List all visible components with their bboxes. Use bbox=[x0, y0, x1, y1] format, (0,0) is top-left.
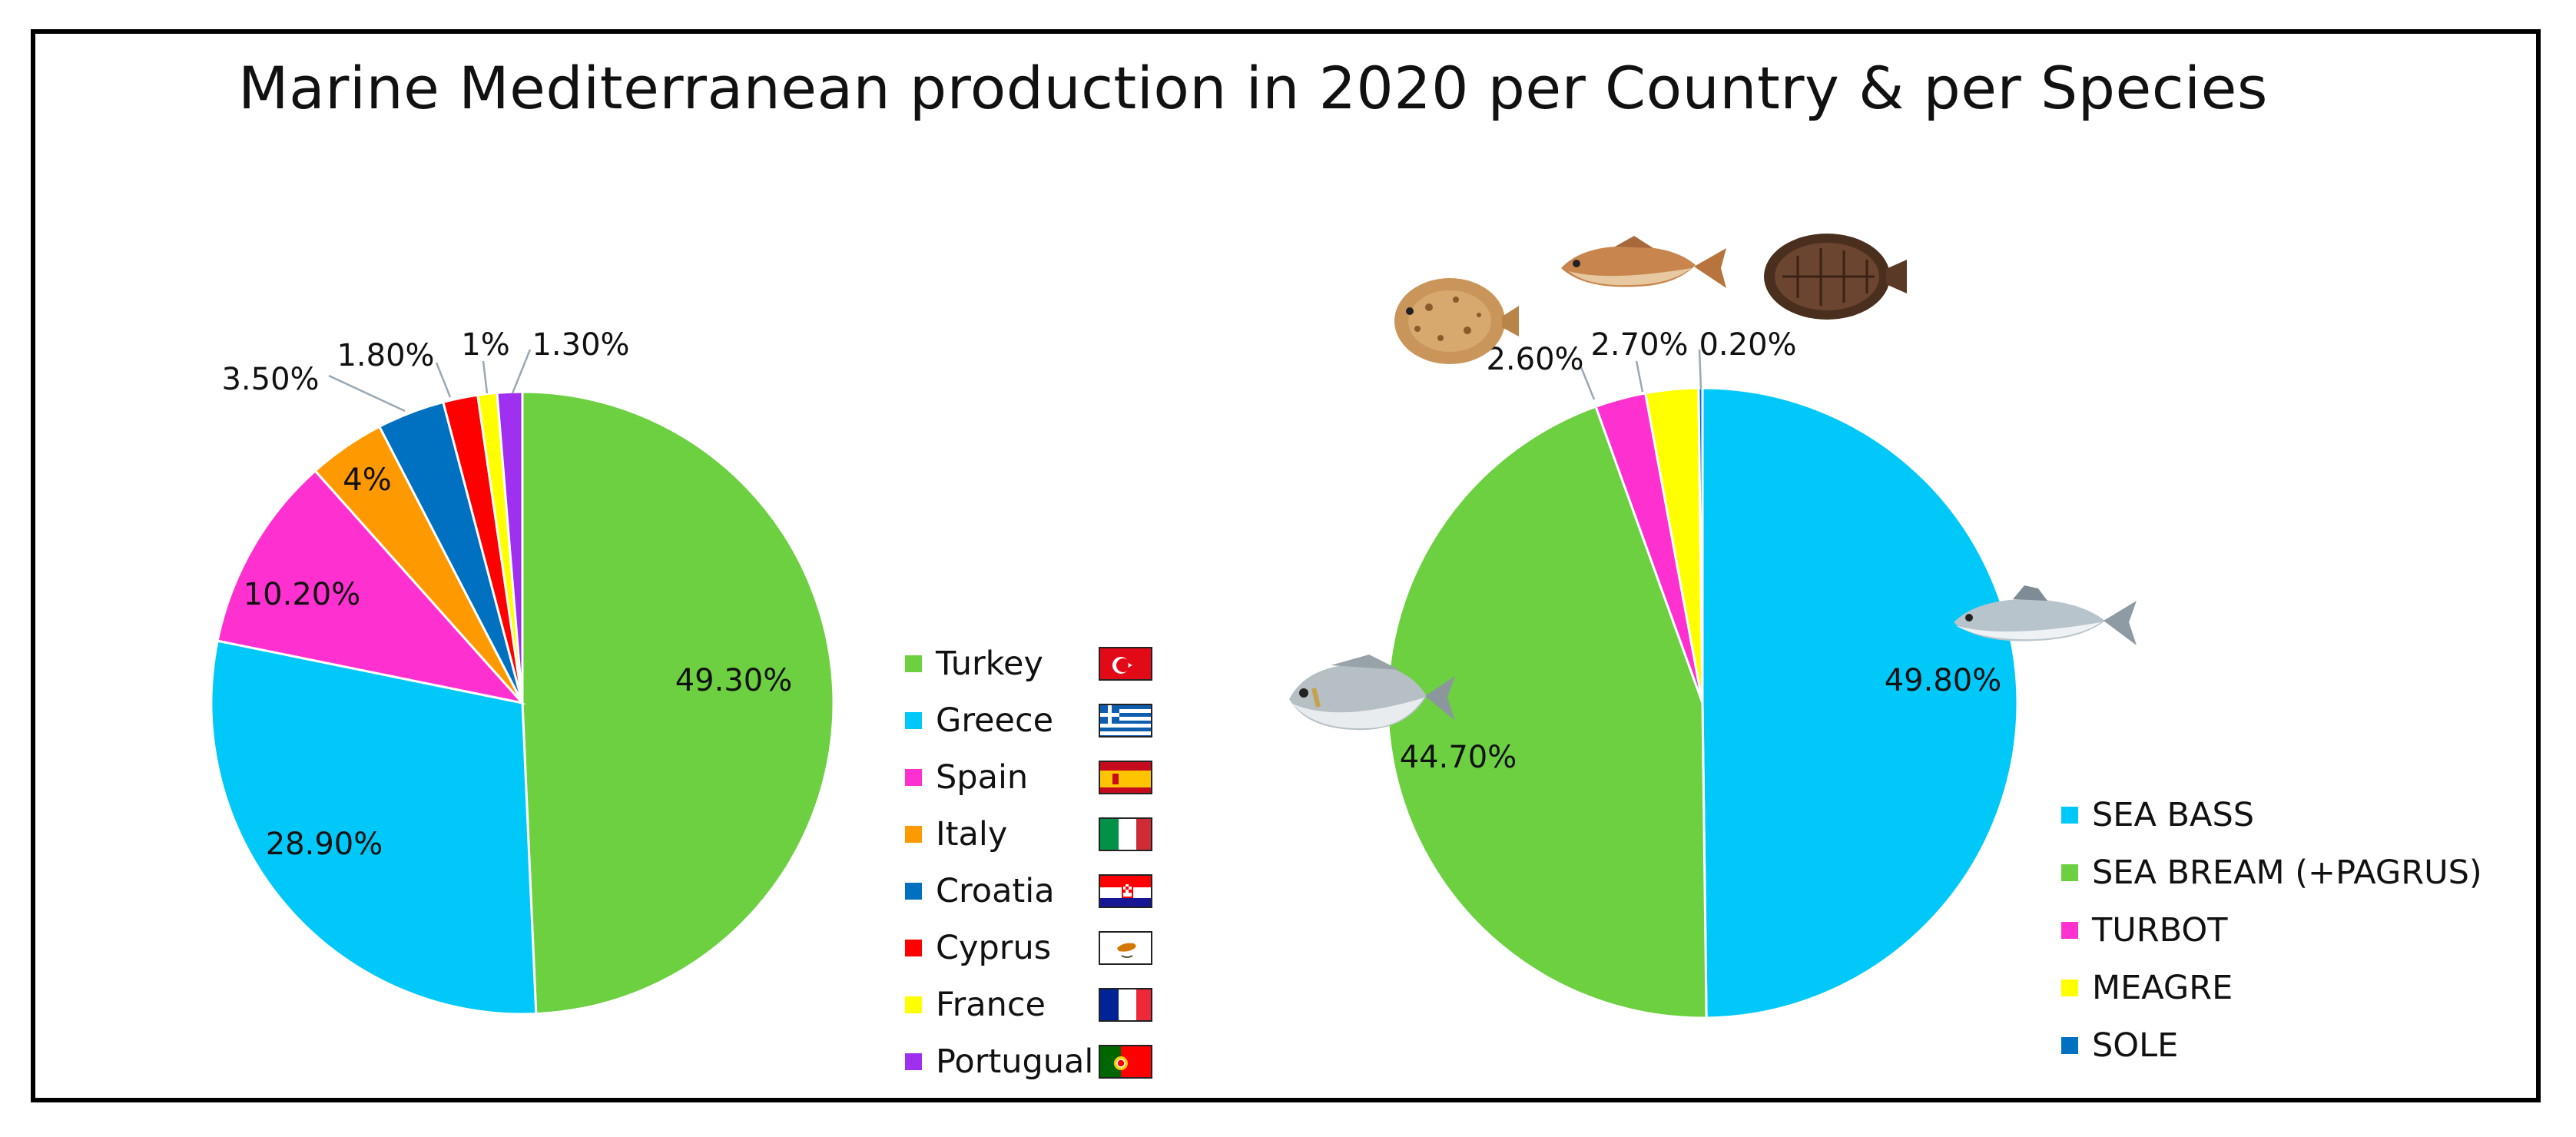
legend-item-turkey: Turkey bbox=[905, 641, 1043, 687]
data-label-france: 1% bbox=[461, 327, 509, 363]
legend-swatch bbox=[2061, 807, 2078, 824]
legend-item-spain: Spain bbox=[905, 754, 1028, 801]
legend-swatch bbox=[905, 940, 922, 956]
greece-flag bbox=[1099, 704, 1152, 738]
species-pie-chart: 49.80% 44.70% 2.60% 2.70% 0.20% bbox=[1386, 327, 2019, 1019]
turbot-fish-icon bbox=[1394, 278, 1519, 364]
data-label-italy: 4% bbox=[343, 462, 391, 498]
slice-greece bbox=[210, 639, 538, 1016]
leader-line-portugual bbox=[511, 349, 532, 394]
legend-swatch bbox=[905, 655, 922, 672]
legend-swatch bbox=[2061, 922, 2078, 939]
leader-line-croatia bbox=[328, 374, 406, 413]
data-label-turkey: 49.30% bbox=[675, 663, 793, 698]
data-label-turbot: 2.60% bbox=[1486, 342, 1583, 377]
slice-portugual bbox=[496, 390, 524, 704]
legend-label: SEA BREAM (+PAGRUS) bbox=[2092, 854, 2482, 892]
legend-item-greece: Greece bbox=[905, 698, 1053, 744]
legend-label: Spain bbox=[936, 758, 1029, 797]
legend-label: SOLE bbox=[2092, 1026, 2179, 1065]
legend-swatch bbox=[905, 712, 922, 729]
legend-label: Portugual bbox=[936, 1043, 1094, 1081]
legend-item-croatia: Croatia bbox=[905, 868, 1055, 914]
sole-fish-icon bbox=[1764, 234, 1907, 320]
data-label-sea-bass: 49.80% bbox=[1885, 663, 2002, 698]
data-label-sea-bream-pagrus: 44.70% bbox=[1400, 740, 1517, 775]
legend-item-sole: SOLE bbox=[2061, 1023, 2178, 1069]
data-label-sole: 0.20% bbox=[1699, 327, 1796, 363]
legend-swatch bbox=[2061, 1037, 2078, 1054]
sea-bream-fish-icon bbox=[1289, 655, 1455, 731]
leader-line-france bbox=[482, 360, 489, 394]
legend-item-turbot: TURBOT bbox=[2061, 907, 2227, 953]
data-label-spain: 10.20% bbox=[244, 577, 361, 612]
legend-label: France bbox=[936, 986, 1046, 1024]
country-pie-chart: 49.30% 28.90% 10.20% 4% 3.50% 1.80% 1% 1.30% bbox=[210, 327, 835, 1016]
legend-swatch bbox=[905, 996, 922, 1013]
legend-item-sea-bream-pagrus: SEA BREAM (+PAGRUS) bbox=[2061, 850, 2482, 896]
data-label-meagre: 2.70% bbox=[1590, 327, 1688, 363]
legend-item-sea-bass: SEA BASS bbox=[2061, 792, 2254, 838]
legend-swatch bbox=[2061, 864, 2078, 881]
chart-title: Marine Mediterranean production in 2020 … bbox=[238, 54, 2268, 122]
legend-item-italy: Italy bbox=[905, 811, 1007, 857]
legend-label: Italy bbox=[936, 815, 1008, 854]
legend-item-meagre: MEAGRE bbox=[2061, 965, 2233, 1011]
italy-flag bbox=[1099, 817, 1152, 851]
slice-spain bbox=[216, 469, 526, 705]
slice-turkey bbox=[521, 390, 835, 1016]
meagre-fish-icon bbox=[1561, 236, 1726, 288]
legend-swatch bbox=[905, 826, 922, 843]
croatia-flag bbox=[1099, 874, 1152, 908]
portugal-flag bbox=[1099, 1045, 1152, 1079]
leader-line-cyprus bbox=[435, 362, 452, 398]
leader-line-sole bbox=[1698, 349, 1702, 389]
spain-flag bbox=[1099, 761, 1152, 794]
cyprus-flag bbox=[1099, 931, 1152, 965]
sea-bass-fish-icon bbox=[1954, 585, 2137, 645]
turkey-flag bbox=[1099, 647, 1152, 681]
leader-line-meagre bbox=[1635, 360, 1644, 393]
legend-swatch bbox=[2061, 980, 2078, 996]
data-label-croatia: 3.50% bbox=[221, 362, 319, 397]
legend-label: Croatia bbox=[936, 872, 1055, 910]
legend-label: Turkey bbox=[936, 645, 1043, 683]
data-label-portugual: 1.30% bbox=[532, 327, 629, 363]
france-flag bbox=[1099, 988, 1152, 1022]
legend-label: TURBOT bbox=[2092, 911, 2228, 950]
slice-sea-bream-pagrus bbox=[1386, 405, 1708, 1019]
legend-label: Cyprus bbox=[936, 929, 1052, 967]
legend-item-cyprus: Cyprus bbox=[905, 925, 1051, 971]
data-label-cyprus: 1.80% bbox=[337, 338, 434, 373]
legend-label: Greece bbox=[936, 701, 1054, 740]
legend-item-portugual: Portugual bbox=[905, 1039, 1093, 1085]
legend-swatch bbox=[905, 883, 922, 900]
legend-swatch bbox=[905, 769, 922, 786]
slice-sea-bass bbox=[1701, 386, 2019, 1019]
data-label-greece: 28.90% bbox=[266, 827, 383, 862]
legend-item-france: France bbox=[905, 982, 1046, 1028]
legend-label: MEAGRE bbox=[2092, 969, 2233, 1007]
leader-line-turbot bbox=[1580, 366, 1596, 400]
legend-label: SEA BASS bbox=[2092, 796, 2255, 834]
legend-swatch bbox=[905, 1053, 922, 1070]
